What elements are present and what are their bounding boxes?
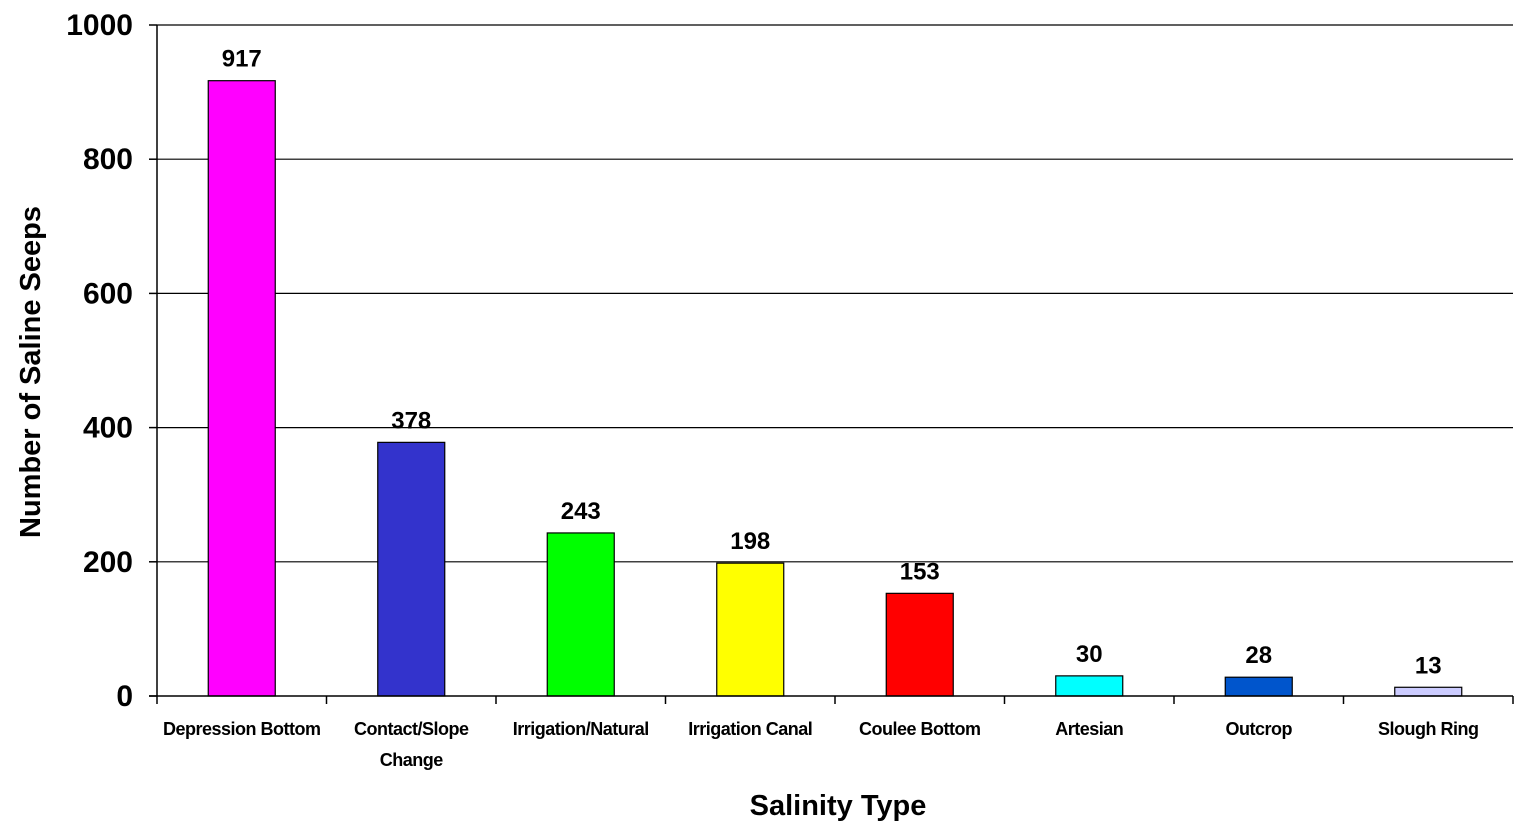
bar (377, 441, 446, 697)
bar (885, 592, 954, 697)
bar (1055, 675, 1124, 697)
y-tick-label: 1000 (66, 9, 133, 42)
data-label: 243 (561, 498, 601, 525)
x-category-labels: Depression Bottom Contact/Slope Change Irri… (163, 719, 1479, 770)
category-label: Irrigation Canal (688, 719, 812, 739)
data-label: 153 (900, 558, 940, 585)
category-label: Coulee Bottom (859, 719, 981, 739)
bar (1224, 676, 1293, 697)
y-tick-label: 400 (83, 412, 133, 445)
data-label: 198 (730, 528, 770, 555)
bar (716, 562, 785, 697)
y-tick-label: 800 (83, 143, 133, 176)
data-label: 28 (1245, 642, 1272, 669)
y-tick-label: 0 (116, 680, 133, 713)
category-label: Artesian (1055, 719, 1123, 739)
category-label: Irrigation/Natural (513, 719, 649, 739)
y-tick-label: 600 (83, 277, 133, 310)
category-label: Outcrop (1226, 719, 1293, 739)
bar (207, 80, 276, 697)
bar (1394, 686, 1463, 697)
y-tick-labels: 0 200 400 600 800 1000 (66, 9, 133, 713)
category-label: Contact/Slope (354, 719, 469, 739)
category-label: Depression Bottom (163, 719, 321, 739)
axes (149, 24, 1514, 704)
category-label: Slough Ring (1378, 719, 1478, 739)
data-labels: 917 378 243 198 153 30 28 13 (222, 46, 1442, 680)
data-label: 917 (222, 46, 262, 73)
data-label: 378 (391, 407, 431, 434)
gridlines (157, 24, 1513, 563)
y-tick-label: 200 (83, 546, 133, 579)
y-axis-title: Number of Saline Seeps (15, 206, 47, 538)
bars (207, 80, 1463, 697)
bar (546, 532, 615, 697)
data-label: 13 (1415, 652, 1442, 679)
data-label: 30 (1076, 641, 1103, 668)
x-axis-title: Salinity Type (750, 790, 927, 822)
category-label: Change (380, 750, 443, 770)
